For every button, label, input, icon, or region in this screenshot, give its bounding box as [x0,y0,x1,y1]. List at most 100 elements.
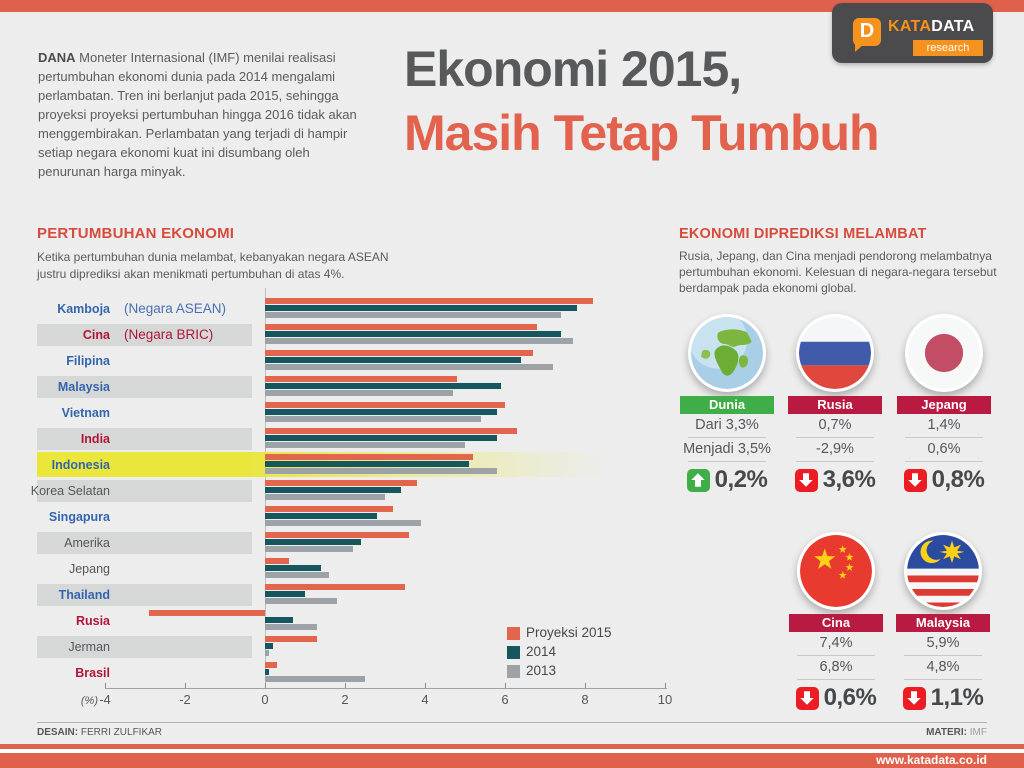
chart-category-label: Brasil [75,666,110,680]
chart-category-label: Singapura [48,510,110,524]
chart-category-label: Vietnam [61,406,110,420]
stat-card-malaysia: Malaysia 5,9% 4,8% 1,1% [888,532,998,712]
chart-bar [265,617,293,623]
chart-bar [265,546,353,552]
chart-bar [265,676,365,682]
intro-lead: DANA [38,50,76,65]
x-axis-tick-label: 0 [261,692,269,707]
materi-value: IMF [967,727,987,738]
chart-bar [265,298,593,304]
chart-bar [265,572,329,578]
chart-bar [265,494,385,500]
footer-accent-stripe [0,744,1024,749]
card-value-2: 6,8% [819,659,853,675]
x-axis-tick-label: 10 [657,692,673,707]
katadata-logo-text: KATADATA [888,18,975,36]
card-value-1: 1,4% [927,417,961,433]
footer-gap-stripe [0,749,1024,753]
design-value: FERRI ZULFIKAR [78,727,163,738]
chart-bar [265,350,533,356]
card-change-value: 1,1% [930,684,984,711]
stat-card-dunia: Dunia Dari 3,3% Menjadi 3,5% 0,2% [672,314,782,494]
card-value-2: Menjadi 3,5% [683,441,771,457]
x-axis-tick-label: 4 [421,692,429,707]
chart-category-label: Indonesia [51,458,110,472]
chart-bar [265,428,517,434]
chart-category-label: Amerika [64,536,110,550]
chart-bar [265,435,497,441]
row-highlight-band [37,324,252,346]
divider [688,437,766,438]
divider [905,437,983,438]
page-title-line2: Masih Tetap Tumbuh [404,105,880,161]
down-arrow-icon [903,468,927,492]
legend-label: 2014 [526,644,557,659]
chart-category-label: Jerman [68,640,110,654]
intro-rest: Moneter Internasional (IMF) menilai real… [38,50,357,179]
chart-bar [149,610,265,616]
row-highlight-band [37,428,252,450]
legend-label: 2013 [526,663,557,678]
divider [796,437,874,438]
intro-paragraph: DANA Moneter Internasional (IMF) menilai… [38,48,360,181]
down-arrow-icon [795,686,819,710]
divider [904,655,982,656]
x-axis-tick [265,683,266,688]
footer-website-band[interactable]: www.katadata.co.id [0,753,1024,768]
card-title-band: Dunia [680,396,774,414]
materi-label: MATERI: [926,727,967,738]
logo-data: DATA [931,18,975,35]
x-axis-tick [665,683,666,688]
chart-bar [265,539,361,545]
x-axis-tick [425,683,426,688]
x-axis-tick-label: 6 [501,692,509,707]
divider [904,679,982,680]
x-axis-line [105,688,667,689]
stat-card-cina: Cina 7,4% 6,8% 0,6% [781,532,891,712]
card-change-value: 0,8% [931,466,985,493]
chart-bar [265,506,393,512]
x-axis-tick [345,683,346,688]
divider [688,461,766,462]
x-axis-tick-label: -2 [179,692,191,707]
chart-category-label: Malaysia [57,380,110,394]
chart-bar [265,468,497,474]
chart-section-title: PERTUMBUHAN EKONOMI [37,225,235,242]
chart-bar [265,416,481,422]
x-axis-tick [185,683,186,688]
chart-bar [265,402,505,408]
x-axis-unit-label: (%) [80,695,98,707]
logo-research-tag: research [913,40,983,56]
chart-bar [265,480,417,486]
chart-bar [265,409,497,415]
chart-bar [265,558,289,564]
chart-bar [265,364,553,370]
website-link[interactable]: www.katadata.co.id [876,753,987,767]
up-arrow-icon [686,468,710,492]
x-axis-tick [505,683,506,688]
card-change-value: 0,6% [823,684,877,711]
chart-bar [265,331,561,337]
down-arrow-icon [902,686,926,710]
design-label: DESAIN: [37,727,79,738]
katadata-d-icon: D [853,18,881,52]
chart-bar [265,584,405,590]
row-highlight-band [37,376,252,398]
chart-bar [265,338,573,344]
footer-divider [37,722,987,723]
card-title-band: Jepang [897,396,991,414]
chart-bar [265,454,473,460]
globe-icon [688,314,766,392]
russia-flag-icon [796,314,874,392]
footer-design-credit: DESAIN: FERRI ZULFIKAR [37,727,162,738]
chart-bar [265,442,465,448]
chart-category-note: (Negara ASEAN) [124,301,227,316]
chart-bar [265,383,501,389]
chart-category-label: Jepang [68,562,110,576]
legend-swatch [507,627,520,640]
stat-card-rusia: Rusia 0,7% -2,9% 3,6% [780,314,890,494]
chart-category-label: Korea Selatan [30,484,110,498]
row-highlight-band [37,584,252,606]
row-highlight-band [37,480,252,502]
